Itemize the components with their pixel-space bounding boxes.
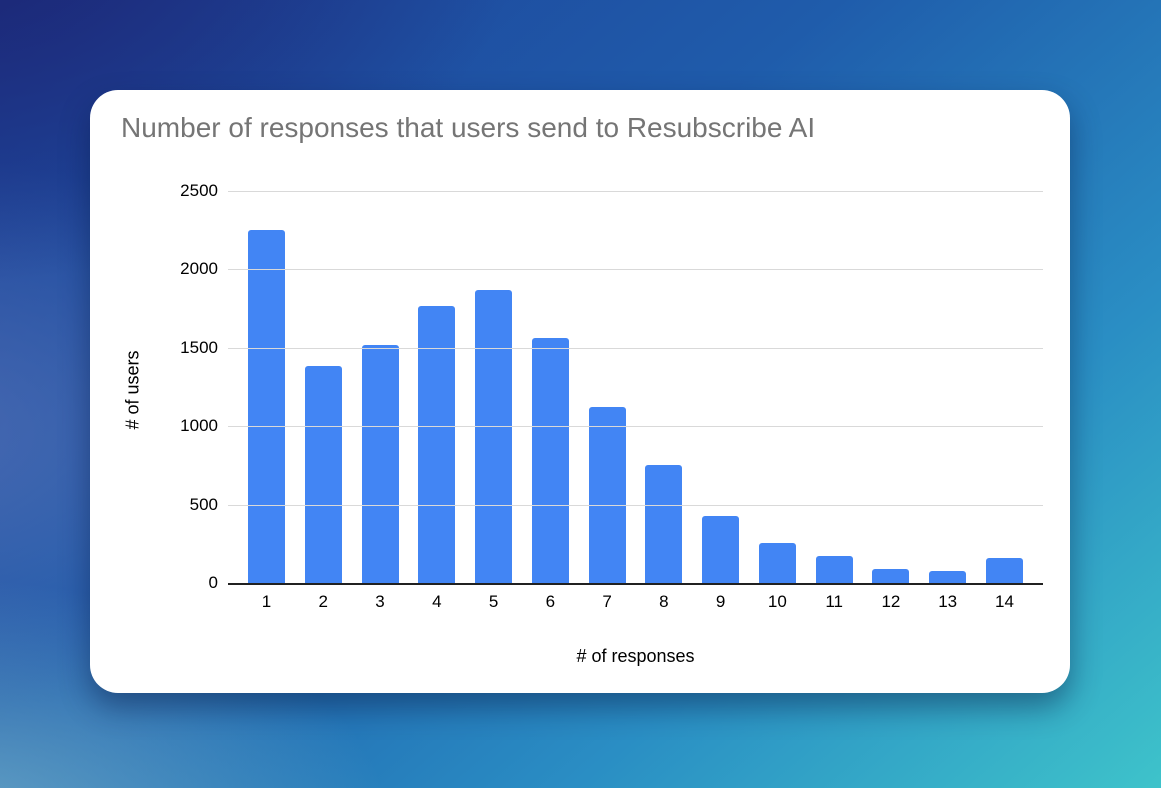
x-axis-tick-label: 4 [432,592,442,611]
x-axis-tick-label: 1 [261,592,272,611]
bar-9 [702,515,740,583]
y-axis-tick-label: 1500 [180,337,218,357]
x-axis-tick-label: 6 [545,592,556,611]
y-axis-tick-label: 0 [208,573,218,592]
x-axis-tick-label: 2 [318,592,328,611]
bar-14 [985,558,1023,583]
bar-10 [758,543,796,583]
plot-area [228,191,1043,585]
y-axis-tick-label: 1000 [180,416,218,436]
gridline [228,504,1043,506]
bar-11 [815,556,853,583]
x-axis-tick-label: 5 [488,592,499,611]
y-axis-tick-label: 2000 [180,259,218,279]
bar-8 [645,465,683,583]
x-axis-tick-label: 13 [938,592,958,611]
bar-1 [248,230,285,583]
x-axis-tick-group: 1 2 3 4 5 6 7 8 9 10 11 12 13 14 [228,592,1043,612]
y-axis-tick-group: 2500 2000 1500 1000 500 0 [130,181,218,592]
x-axis-tick-label: 7 [602,592,612,611]
chart-card: Number of responses that users send to R… [90,90,1070,693]
bar-7 [588,407,626,583]
bar-6 [531,337,569,583]
gridline [228,191,1043,192]
y-axis-tick-label: 500 [189,494,218,514]
x-axis-tick-label: 8 [659,592,669,611]
chart-title: Number of responses that users send to R… [121,112,816,143]
x-axis-tick-label: 14 [994,592,1014,611]
x-axis-tick-label: 3 [375,592,385,611]
bar-4 [418,306,456,583]
x-axis-tick-label: 10 [767,592,787,611]
x-axis-tick-label: 11 [825,592,843,611]
bar-13 [929,570,967,583]
gridline [228,347,1043,349]
bar-5 [475,289,513,583]
y-axis-tick-label: 2500 [180,181,218,200]
x-axis-tick-label: 9 [715,592,726,611]
gridline [228,426,1043,428]
bar-3 [361,344,399,583]
gridline [228,269,1043,271]
bar-12 [872,568,910,583]
x-axis-tick-label: 12 [881,592,901,611]
x-axis-title: # of responses [576,646,695,666]
bar-2 [304,365,342,583]
bars-group [228,191,1043,583]
